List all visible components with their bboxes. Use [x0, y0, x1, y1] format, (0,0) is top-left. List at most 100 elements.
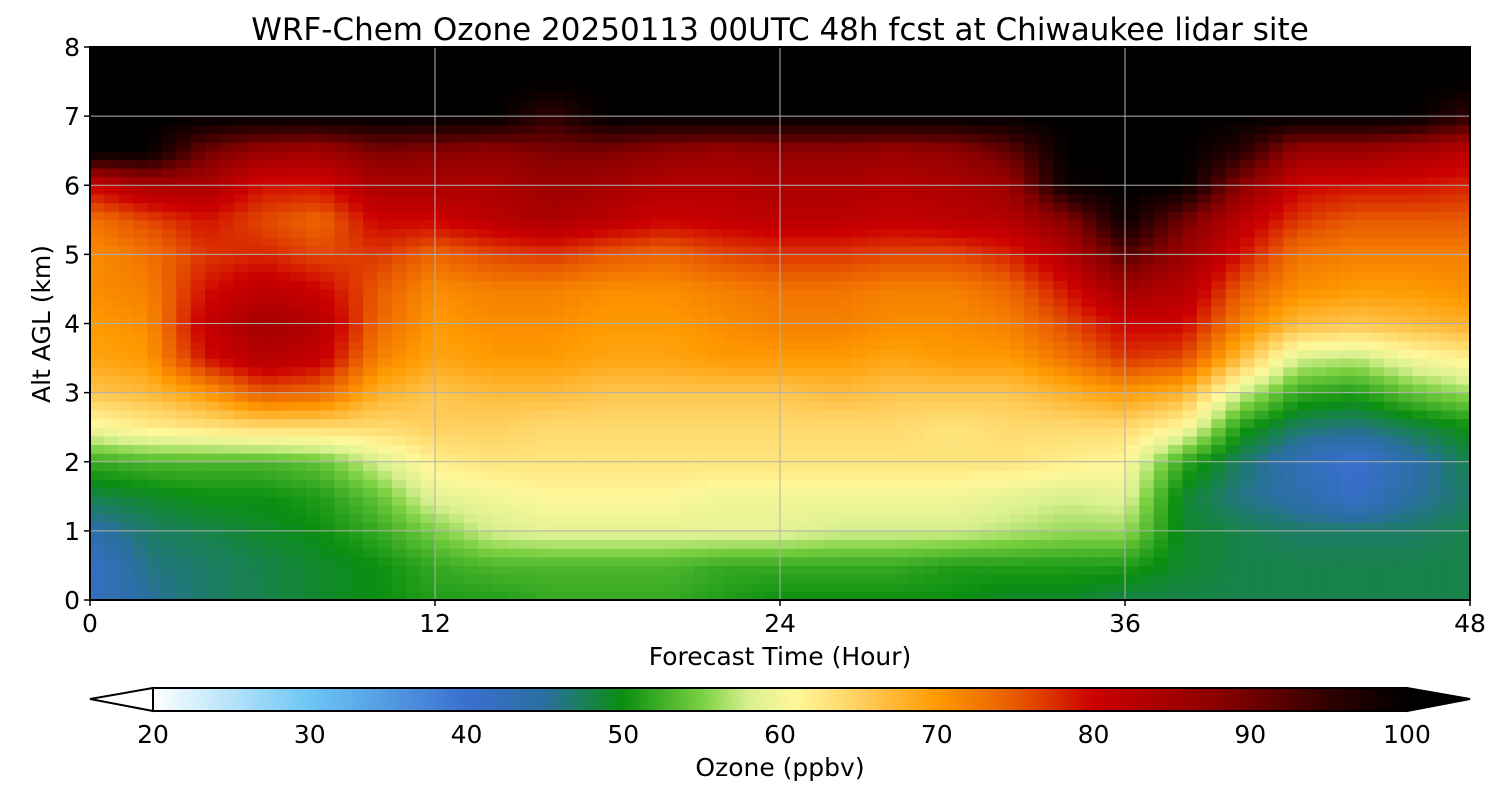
heatmap-cell: [1139, 479, 1155, 489]
heatmap-cell: [607, 548, 623, 558]
heatmap-cell: [966, 150, 982, 160]
heatmap-cell: [880, 306, 896, 316]
heatmap-cell: [1355, 228, 1370, 238]
heatmap-cell: [1110, 392, 1126, 402]
heatmap-cell: [1225, 591, 1241, 600]
heatmap-cell: [348, 574, 364, 584]
heatmap-cell: [722, 150, 738, 160]
heatmap-cell: [966, 487, 982, 497]
heatmap-cell: [693, 461, 709, 471]
heatmap-cell: [564, 237, 580, 247]
heatmap-cell: [909, 401, 925, 411]
heatmap-cell: [665, 349, 680, 359]
heatmap-cell: [650, 358, 666, 368]
heatmap-cell: [981, 254, 997, 264]
heatmap-cell: [593, 366, 609, 376]
heatmap-cell: [1110, 306, 1126, 316]
heatmap-cell: [1081, 237, 1097, 247]
heatmap-cell: [363, 366, 379, 376]
heatmap-cell: [751, 427, 767, 437]
heatmap-cell: [1168, 263, 1184, 273]
heatmap-cell: [1369, 366, 1385, 376]
heatmap-cell: [1182, 366, 1198, 376]
heatmap-cell: [1455, 167, 1470, 178]
heatmap-cell: [133, 167, 149, 178]
heatmap-cell: [478, 245, 494, 255]
heatmap-cell: [1211, 332, 1227, 342]
heatmap-cell: [205, 539, 220, 549]
heatmap-cell: [938, 245, 954, 255]
heatmap-cell: [118, 375, 134, 385]
heatmap-cell: [90, 263, 105, 273]
heatmap-cell: [377, 574, 393, 584]
heatmap-cell: [1412, 297, 1428, 307]
heatmap-cell: [233, 504, 249, 515]
heatmap-cell: [1125, 401, 1140, 411]
heatmap-cell: [981, 167, 997, 178]
heatmap-cell: [1168, 150, 1184, 160]
heatmap-cell: [593, 193, 609, 204]
heatmap-cell: [1010, 513, 1025, 523]
heatmap-cell: [751, 202, 767, 212]
heatmap-cell: [205, 297, 220, 307]
heatmap-cell: [1383, 332, 1399, 342]
heatmap-cell: [391, 297, 407, 307]
heatmap-cell: [205, 504, 220, 515]
heatmap-cell: [377, 211, 393, 221]
heatmap-cell: [665, 306, 680, 316]
heatmap-cell: [305, 349, 321, 359]
heatmap-cell: [377, 530, 393, 541]
heatmap-cell: [952, 185, 968, 195]
heatmap-cell: [607, 271, 623, 281]
heatmap-cell: [1010, 271, 1025, 281]
heatmap-cell: [1024, 219, 1040, 230]
heatmap-cell: [492, 245, 508, 255]
heatmap-cell: [736, 314, 752, 325]
heatmap-cell: [1182, 479, 1198, 489]
heatmap-cell: [607, 193, 623, 204]
heatmap-cell: [636, 565, 652, 575]
heatmap-cell: [133, 349, 149, 359]
heatmap-cell: [1311, 574, 1327, 584]
heatmap-cell: [133, 185, 149, 195]
heatmap-cell: [391, 185, 407, 195]
heatmap-cell: [305, 176, 321, 186]
heatmap-cell: [679, 470, 695, 480]
heatmap-cell: [1096, 314, 1112, 325]
heatmap-cell: [521, 211, 537, 221]
heatmap-cell: [1240, 297, 1255, 307]
heatmap-cell: [607, 159, 623, 169]
heatmap-cell: [895, 565, 910, 575]
heatmap-cell: [233, 185, 249, 195]
heatmap-cell: [607, 280, 623, 290]
heatmap-cell: [679, 375, 695, 385]
heatmap-cell: [1412, 358, 1428, 368]
heatmap-cell: [1067, 271, 1083, 281]
heatmap-cell: [1441, 297, 1457, 307]
heatmap-cell: [1412, 237, 1428, 247]
heatmap-cell: [1196, 427, 1212, 437]
heatmap-cell: [1211, 366, 1227, 376]
heatmap-cell: [248, 401, 264, 411]
heatmap-cell: [334, 288, 350, 299]
heatmap-cell: [435, 167, 450, 178]
heatmap-cell: [708, 219, 724, 230]
heatmap-cell: [1196, 496, 1212, 506]
heatmap-cell: [808, 280, 824, 290]
heatmap-cell: [161, 539, 177, 549]
heatmap-cell: [578, 470, 594, 480]
heatmap-cell: [1369, 280, 1385, 290]
heatmap-cell: [320, 193, 335, 204]
heatmap-cell: [880, 522, 896, 532]
heatmap-cell: [794, 401, 810, 411]
heatmap-cell: [1081, 591, 1097, 600]
heatmap-cell: [564, 435, 580, 446]
heatmap-cell: [995, 556, 1011, 567]
heatmap-cell: [1053, 323, 1069, 333]
heatmap-cell: [1096, 582, 1112, 592]
heatmap-cell: [823, 263, 839, 273]
heatmap-cell: [938, 332, 954, 342]
heatmap-cell: [607, 383, 623, 394]
heatmap-cell: [276, 349, 292, 359]
heatmap-cell: [837, 271, 853, 281]
